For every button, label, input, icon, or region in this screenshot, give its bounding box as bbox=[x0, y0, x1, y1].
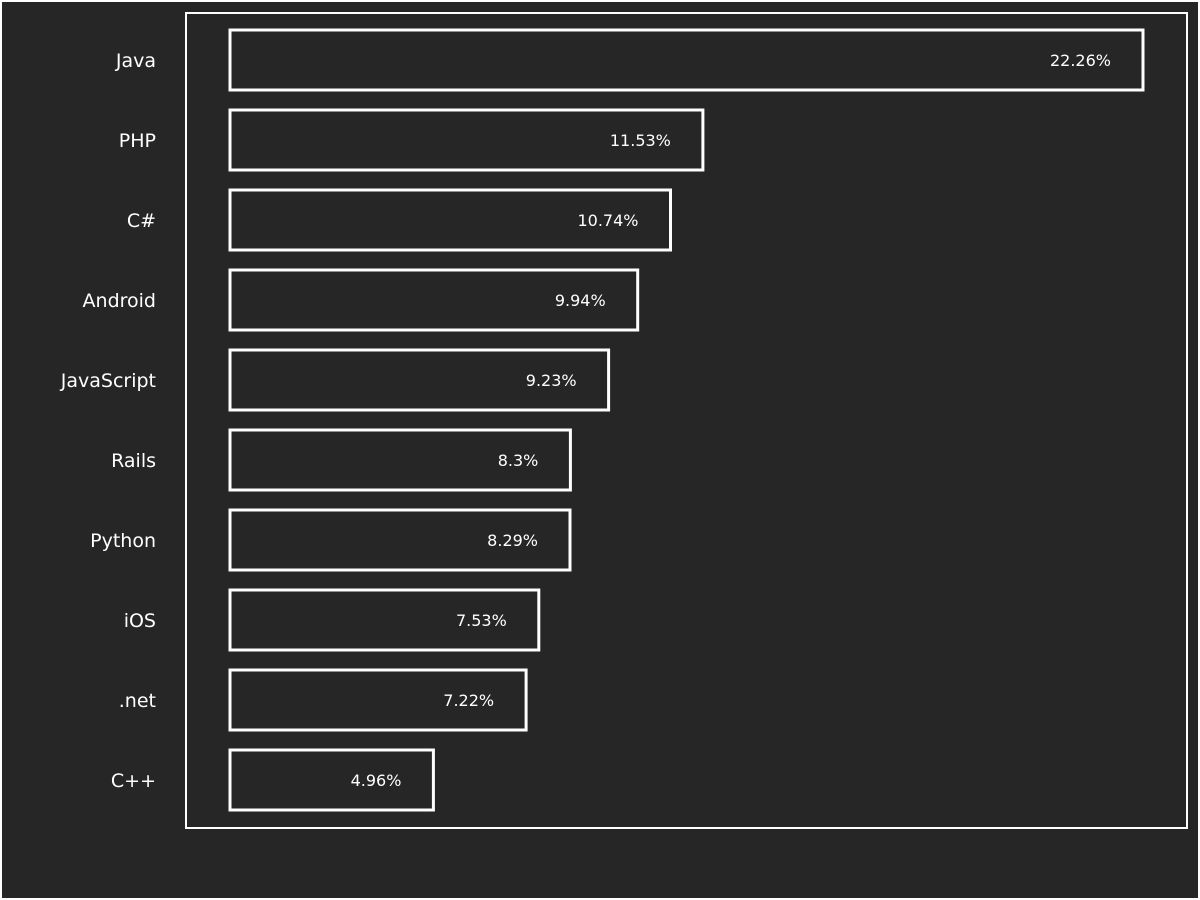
bar-javascript bbox=[228, 348, 611, 412]
bar-rails bbox=[228, 428, 572, 492]
bar-ios bbox=[228, 588, 541, 652]
value-label: 9.23% bbox=[526, 371, 577, 390]
plot-frame bbox=[185, 12, 1188, 829]
value-label: 7.22% bbox=[443, 691, 494, 710]
category-label: JavaScript bbox=[60, 370, 156, 392]
category-label: Rails bbox=[111, 450, 156, 472]
value-label: 8.29% bbox=[487, 531, 538, 550]
bar-php bbox=[228, 108, 705, 172]
bar-android bbox=[228, 268, 640, 332]
category-label: C# bbox=[127, 210, 156, 232]
category-label: Python bbox=[90, 530, 156, 552]
category-label: Java bbox=[115, 50, 156, 72]
category-label: .net bbox=[119, 690, 156, 712]
bar-c bbox=[228, 748, 435, 812]
value-label: 10.74% bbox=[577, 211, 638, 230]
bar-net bbox=[228, 668, 528, 732]
category-label: PHP bbox=[119, 130, 156, 152]
value-label: 8.3% bbox=[498, 451, 539, 470]
category-label: Android bbox=[83, 290, 156, 312]
value-label: 9.94% bbox=[555, 291, 606, 310]
bar-java bbox=[228, 28, 1145, 92]
value-label: 4.96% bbox=[351, 771, 402, 790]
bars-group: Java 22.26% PHP 11.53% C# 10.74% Android 9.94% J… bbox=[60, 28, 1145, 812]
bar-python bbox=[228, 508, 572, 572]
value-label: 11.53% bbox=[610, 131, 671, 150]
category-label: iOS bbox=[124, 610, 156, 632]
category-label: C++ bbox=[111, 770, 156, 792]
bar-c bbox=[228, 188, 672, 252]
value-label: 7.53% bbox=[456, 611, 507, 630]
value-label: 22.26% bbox=[1050, 51, 1111, 70]
